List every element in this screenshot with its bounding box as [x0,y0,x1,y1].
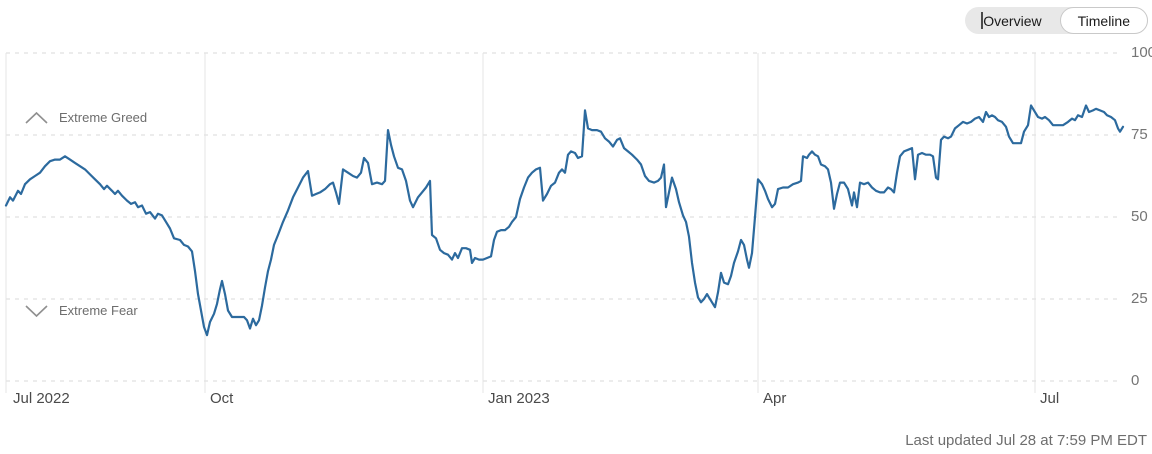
x-axis-label-apr: Apr [763,390,787,407]
chevron-down-icon [25,304,48,317]
y-axis-label-75: 75 [1131,126,1148,143]
last-updated-text: Last updated Jul 28 at 7:59 PM EDT [905,432,1147,449]
extreme-fear-label: Extreme Fear [59,303,138,318]
y-axis-label-0: 0 [1131,372,1140,389]
x-axis-label-oct: Oct [210,390,234,407]
extreme-greed-annotation: Extreme Greed [24,110,147,125]
x-axis-label-jul: Jul [1040,390,1060,407]
extreme-fear-annotation: Extreme Fear [24,303,138,318]
x-axis-label-jul-2022: Jul 2022 [13,390,70,407]
toggle-option-timeline[interactable]: Timeline [1059,7,1148,34]
series-line-fear-greed-index[interactable] [4,104,1125,337]
text-cursor [981,12,983,29]
y-axis-label-100: 100 [1131,44,1152,61]
y-axis-label-25: 25 [1131,290,1148,307]
extreme-greed-label: Extreme Greed [59,110,148,125]
timeline-chart-area[interactable] [0,0,1152,425]
chevron-up-icon [25,111,48,124]
x-axis-label-jan-2023: Jan 2023 [488,390,550,407]
view-toggle: Overview Timeline [965,7,1148,34]
toggle-option-overview[interactable]: Overview [983,12,1042,29]
y-axis-label-50: 50 [1131,208,1148,225]
